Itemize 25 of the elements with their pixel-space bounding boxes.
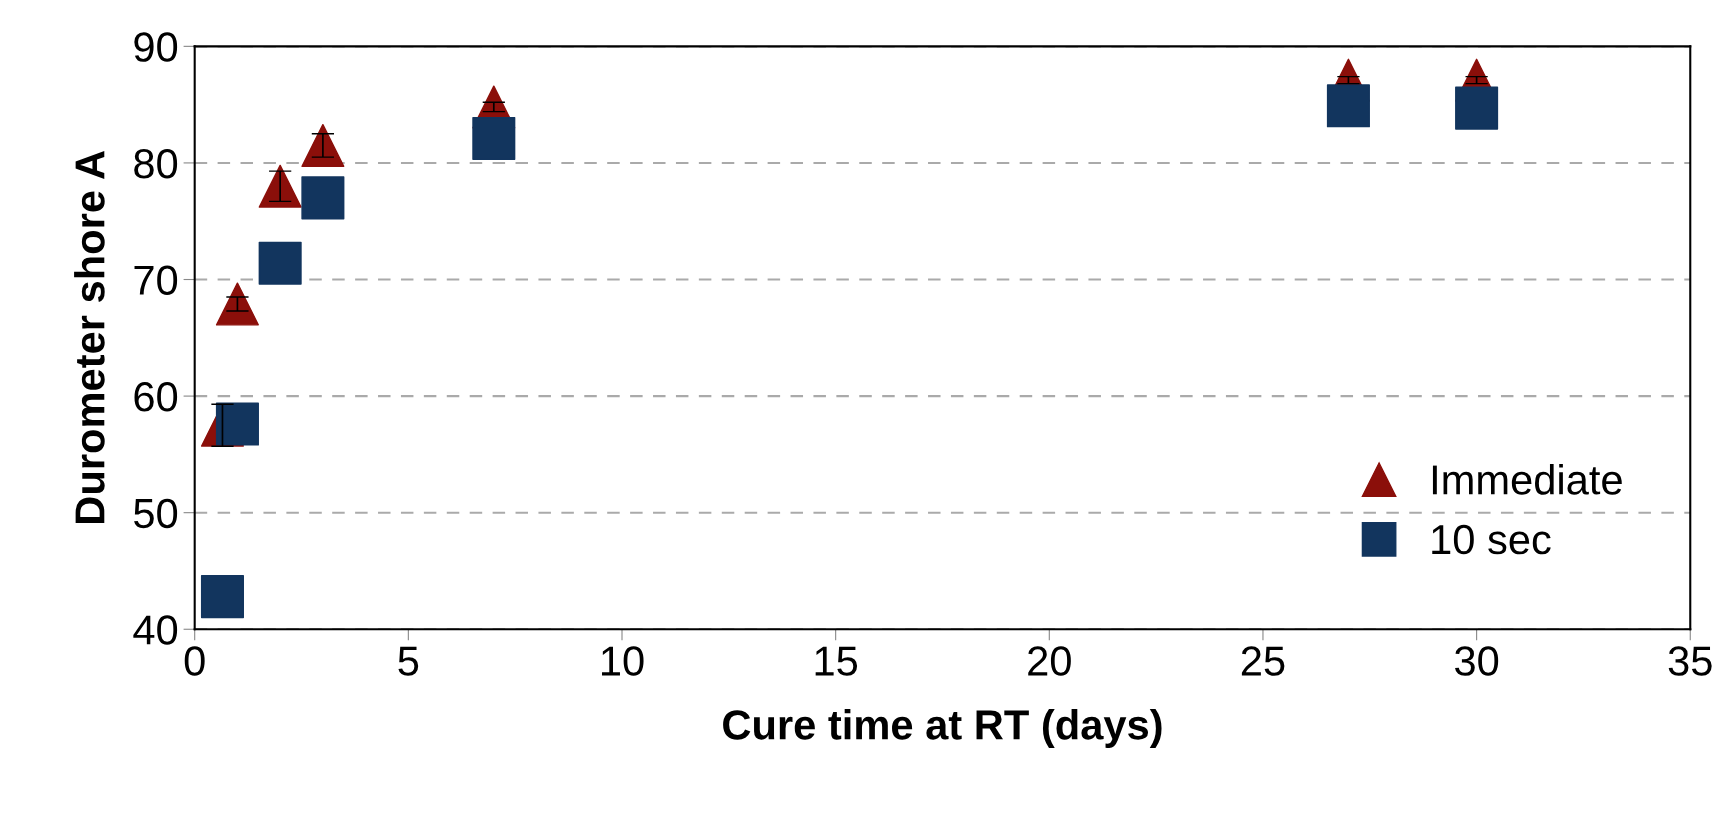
point xyxy=(200,575,245,619)
point xyxy=(1326,84,1370,128)
y-tick-label: 60 xyxy=(134,382,178,412)
y-tick-label: 70 xyxy=(134,265,178,296)
y-tick-label: 50 xyxy=(134,498,178,529)
x-tick-label: 35 xyxy=(1668,646,1712,676)
x-axis-title: Cure time at RT (days) xyxy=(723,709,1162,748)
x-tick-label: 5 xyxy=(398,646,419,676)
point xyxy=(258,241,302,285)
y-tick-label: 80 xyxy=(134,148,178,179)
x-tick-label: 0 xyxy=(184,646,205,676)
x-tick-label: 20 xyxy=(1028,646,1071,676)
x-tick-label: 25 xyxy=(1241,646,1285,676)
y-axis-title: Durometer shore A xyxy=(74,150,105,523)
legend-label: Immediate xyxy=(1432,464,1622,495)
x-tick-label: 10 xyxy=(602,646,644,676)
point xyxy=(1455,86,1499,130)
point xyxy=(472,116,516,160)
x-tick-label: 15 xyxy=(815,646,858,676)
point xyxy=(215,402,259,446)
y-tick-label: 40 xyxy=(133,615,178,645)
y-tick-label: 90 xyxy=(134,32,178,62)
legend-label: 10 sec xyxy=(1432,524,1551,555)
x-tick-label: 30 xyxy=(1455,646,1499,676)
point xyxy=(301,176,345,220)
